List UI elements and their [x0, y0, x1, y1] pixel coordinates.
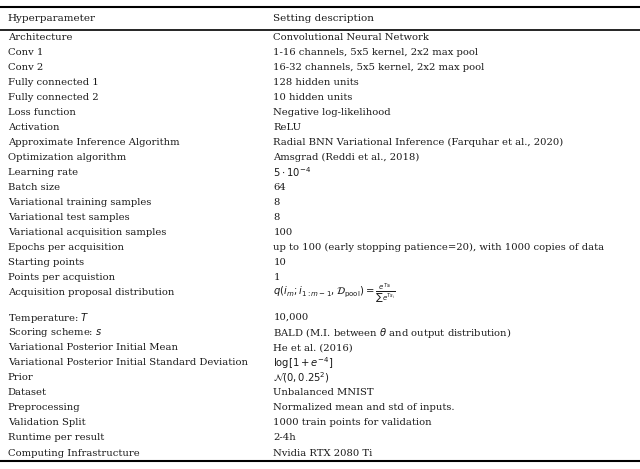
Text: 10,000: 10,000 [273, 313, 308, 322]
Text: $\log[1 + e^{-4}]$: $\log[1 + e^{-4}]$ [273, 355, 333, 371]
Text: Nvidia RTX 2080 Ti: Nvidia RTX 2080 Ti [273, 448, 372, 458]
Text: Fully connected 1: Fully connected 1 [8, 78, 99, 87]
Text: 10: 10 [273, 258, 286, 267]
Text: Architecture: Architecture [8, 32, 72, 42]
Text: Computing Infrastructure: Computing Infrastructure [8, 448, 140, 458]
Text: $\mathcal{N}(0, 0.25^2)$: $\mathcal{N}(0, 0.25^2)$ [273, 371, 330, 385]
Text: Temperature: $T$: Temperature: $T$ [8, 310, 90, 325]
Text: 1000 train points for validation: 1000 train points for validation [273, 418, 432, 427]
Text: Preprocessing: Preprocessing [8, 403, 80, 412]
Text: Acquisition proposal distribution: Acquisition proposal distribution [8, 288, 174, 297]
Text: Starting points: Starting points [8, 258, 84, 267]
Text: $5 \cdot 10^{-4}$: $5 \cdot 10^{-4}$ [273, 166, 312, 179]
Text: Unbalanced MNIST: Unbalanced MNIST [273, 388, 374, 397]
Text: Runtime per result: Runtime per result [8, 433, 104, 442]
Text: Learning rate: Learning rate [8, 168, 78, 177]
Text: Fully connected 2: Fully connected 2 [8, 93, 99, 102]
Text: 100: 100 [273, 228, 292, 237]
Text: Variational training samples: Variational training samples [8, 198, 151, 207]
Text: Negative log-likelihood: Negative log-likelihood [273, 108, 391, 117]
Text: Optimization algorithm: Optimization algorithm [8, 153, 126, 162]
Text: Hyperparameter: Hyperparameter [8, 14, 96, 23]
Text: 1-16 channels, 5x5 kernel, 2x2 max pool: 1-16 channels, 5x5 kernel, 2x2 max pool [273, 48, 478, 57]
Text: Approximate Inference Algorithm: Approximate Inference Algorithm [8, 138, 179, 147]
Text: Conv 2: Conv 2 [8, 63, 43, 72]
Text: Variational Posterior Initial Standard Deviation: Variational Posterior Initial Standard D… [8, 358, 248, 367]
Text: Amsgrad (Reddi et al., 2018): Amsgrad (Reddi et al., 2018) [273, 153, 420, 162]
Text: 8: 8 [273, 198, 280, 207]
Text: $q(i_m; i_{1:m-1}, \mathcal{D}_{\mathrm{pool}}) = \frac{e^{Ts_i}}{\sum e^{Ts_i}}: $q(i_m; i_{1:m-1}, \mathcal{D}_{\mathrm{… [273, 281, 396, 305]
Text: Loss function: Loss function [8, 108, 76, 117]
Text: 64: 64 [273, 183, 286, 192]
Text: 1: 1 [273, 273, 280, 282]
Text: Conv 1: Conv 1 [8, 48, 43, 57]
Text: Validation Split: Validation Split [8, 418, 85, 427]
Text: 2-4h: 2-4h [273, 433, 296, 442]
Text: He et al. (2016): He et al. (2016) [273, 343, 353, 352]
Text: ReLU: ReLU [273, 123, 301, 132]
Text: 128 hidden units: 128 hidden units [273, 78, 359, 87]
Text: Variational test samples: Variational test samples [8, 213, 129, 222]
Text: Dataset: Dataset [8, 388, 47, 397]
Text: Points per acquistion: Points per acquistion [8, 273, 115, 282]
Text: 10 hidden units: 10 hidden units [273, 93, 353, 102]
Text: Scoring scheme: $s$: Scoring scheme: $s$ [8, 326, 102, 339]
Text: up to 100 (early stopping patience=20), with 1000 copies of data: up to 100 (early stopping patience=20), … [273, 243, 604, 252]
Text: Radial BNN Variational Inference (Farquhar et al., 2020): Radial BNN Variational Inference (Farquh… [273, 138, 564, 147]
Text: Convolutional Neural Network: Convolutional Neural Network [273, 32, 429, 42]
Text: Batch size: Batch size [8, 183, 60, 192]
Text: Epochs per acquisition: Epochs per acquisition [8, 243, 124, 252]
Text: Variational Posterior Initial Mean: Variational Posterior Initial Mean [8, 343, 178, 352]
Text: Variational acquisition samples: Variational acquisition samples [8, 228, 166, 237]
Text: Setting description: Setting description [273, 14, 374, 23]
Text: 16-32 channels, 5x5 kernel, 2x2 max pool: 16-32 channels, 5x5 kernel, 2x2 max pool [273, 63, 484, 72]
Text: BALD (M.I. between $\theta$ and output distribution): BALD (M.I. between $\theta$ and output d… [273, 325, 512, 340]
Text: Activation: Activation [8, 123, 59, 132]
Text: Prior: Prior [8, 373, 33, 382]
Text: 8: 8 [273, 213, 280, 222]
Text: Normalized mean and std of inputs.: Normalized mean and std of inputs. [273, 403, 455, 412]
